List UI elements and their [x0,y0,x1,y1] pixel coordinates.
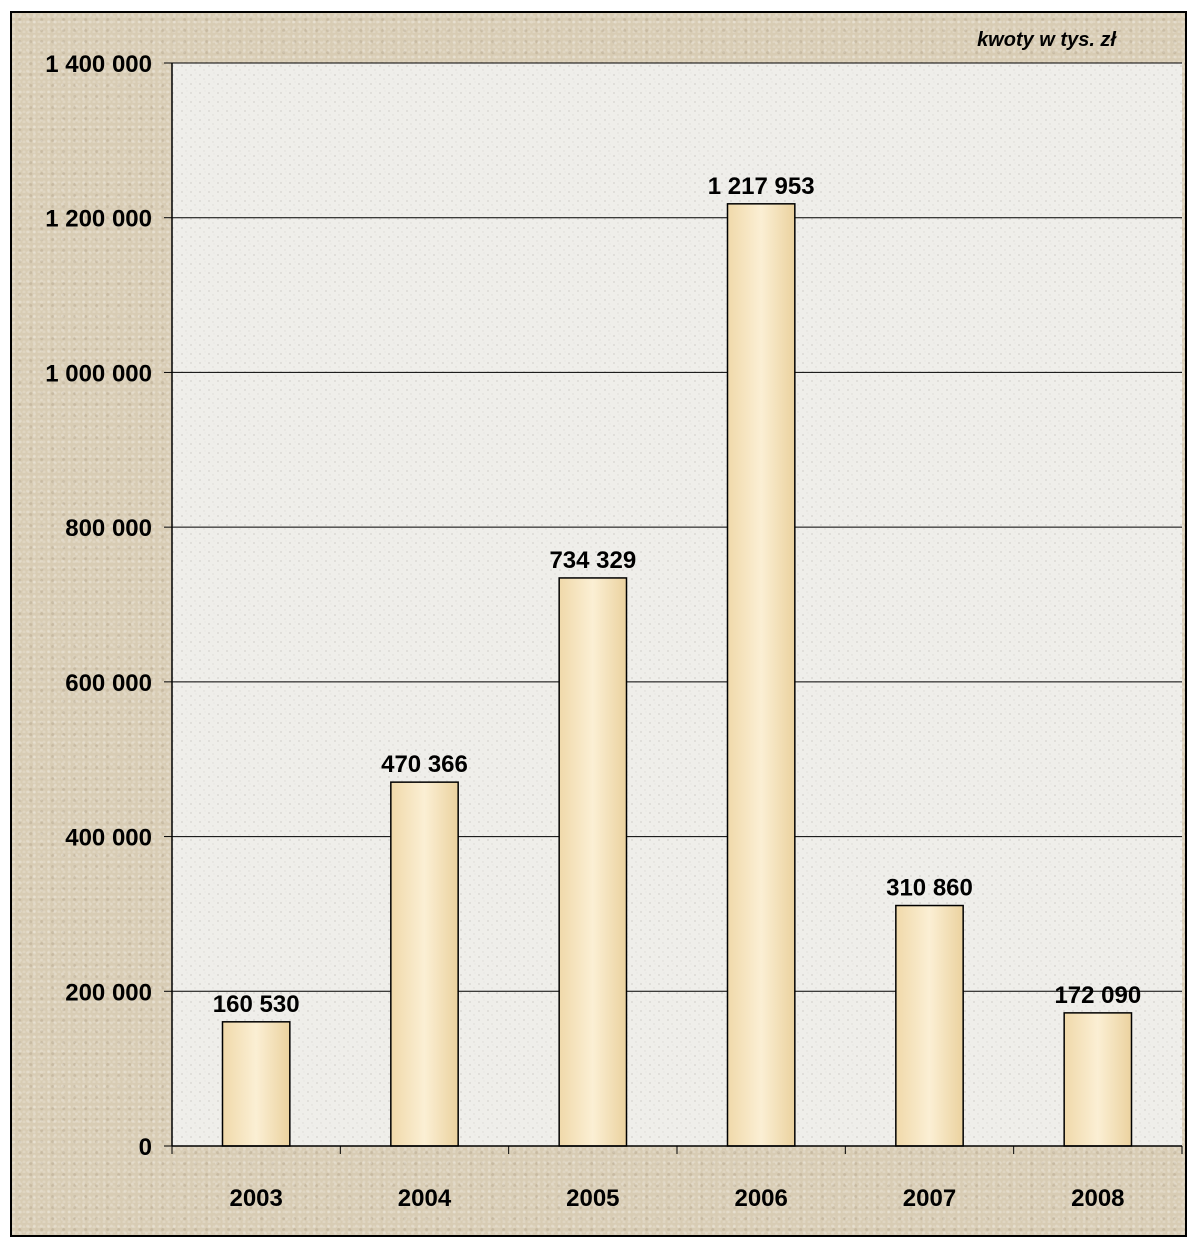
x-tick-label: 2005 [566,1185,619,1212]
grid-lines [172,62,1182,992]
bar [558,577,628,1147]
data-label: 734 329 [549,547,636,574]
y-tick-label: 1 400 000 [45,51,152,78]
y-tick-label: 200 000 [65,979,152,1006]
unit-note: kwoty w tys. zł [977,29,1117,51]
x-tick-label: 2004 [398,1185,452,1212]
data-label: 470 366 [381,751,468,778]
data-label: 310 860 [886,875,973,902]
bar [895,904,964,1147]
bar [726,203,796,1147]
data-label: 160 530 [213,991,300,1018]
y-tick-label: 1 000 000 [45,360,152,387]
data-label: 172 090 [1054,982,1141,1009]
bar [390,781,459,1147]
y-tick-label: 400 000 [65,825,152,852]
data-label: 1 217 953 [708,173,815,200]
y-tick-label: 600 000 [65,670,152,697]
bar [221,1021,291,1147]
labels: 0 200 000 400 000 600 000 800 000 1 000 000 1 … [45,51,1141,1212]
y-tick-label: 1 200 000 [45,206,152,233]
x-tick-label: 2006 [734,1185,787,1212]
y-tick-label: 0 [139,1134,152,1161]
x-tick-label: 2007 [903,1185,956,1212]
bar [1063,1012,1133,1147]
plot-area [172,63,1182,1146]
y-tick-label: 800 000 [65,515,152,542]
x-tick-label: 2008 [1071,1185,1124,1212]
x-tick-label: 2003 [229,1185,282,1212]
axes [164,62,1183,1154]
